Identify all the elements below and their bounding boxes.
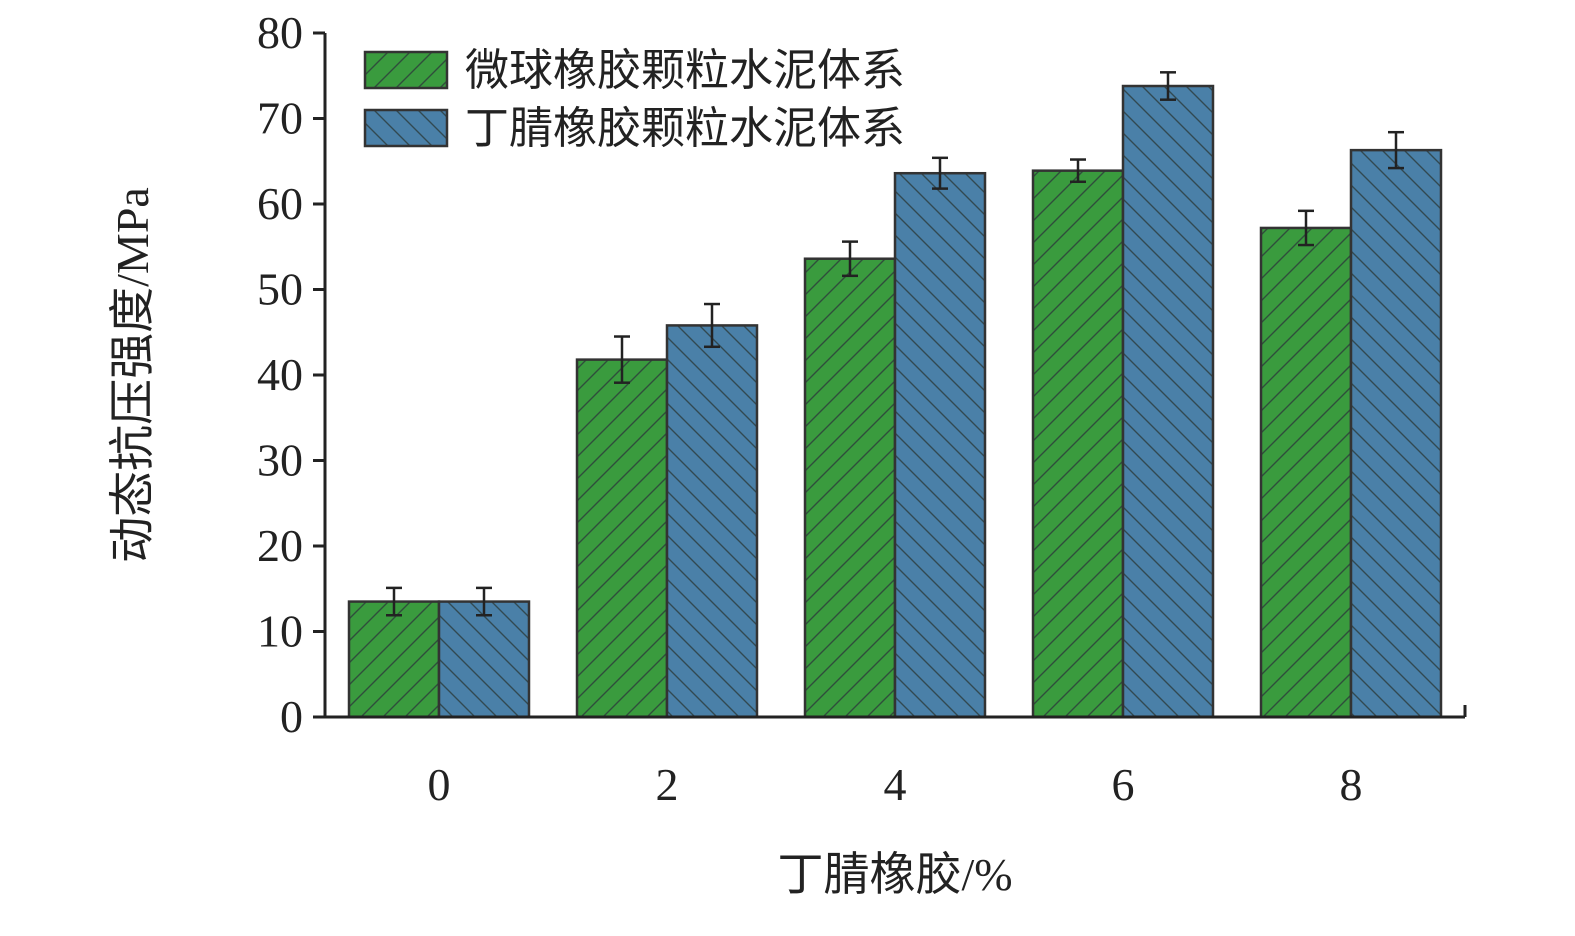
legend-label: 微球橡胶颗粒水泥体系 xyxy=(465,46,905,95)
legend-swatch xyxy=(363,108,449,148)
error-bar xyxy=(704,302,720,349)
error-bar xyxy=(1160,71,1176,101)
x-tick-label: 8 xyxy=(1340,759,1363,810)
y-tick-label: 20 xyxy=(257,520,303,571)
x-axis-title: 丁腈橡胶/% xyxy=(777,849,1012,900)
y-tick-label: 0 xyxy=(280,691,303,742)
error-bar xyxy=(932,156,948,190)
bar xyxy=(1031,169,1125,719)
y-tick-label: 70 xyxy=(257,93,303,144)
bar xyxy=(1259,226,1353,719)
legend-label: 丁腈橡胶颗粒水泥体系 xyxy=(465,104,905,153)
y-tick-label: 80 xyxy=(257,7,303,58)
error-bar xyxy=(1388,130,1404,170)
x-tick-label: 2 xyxy=(656,759,679,810)
error-bar xyxy=(1298,209,1314,247)
bar xyxy=(665,324,759,719)
bar xyxy=(437,600,531,719)
error-bar xyxy=(614,335,630,384)
bar xyxy=(893,171,987,719)
bar xyxy=(1121,84,1215,719)
x-tick-label: 4 xyxy=(884,759,907,810)
error-bar xyxy=(386,586,402,617)
x-tick-label: 6 xyxy=(1112,759,1135,810)
bar xyxy=(1349,148,1443,719)
y-tick-label: 10 xyxy=(257,606,303,657)
x-tick-label: 0 xyxy=(428,759,451,810)
bar xyxy=(347,600,441,719)
y-tick-label: 50 xyxy=(257,264,303,315)
legend-swatch xyxy=(363,50,449,90)
error-bar xyxy=(476,586,492,617)
bar xyxy=(575,358,669,719)
error-bar xyxy=(842,240,858,278)
error-bar xyxy=(1070,158,1086,184)
y-tick-label: 40 xyxy=(257,349,303,400)
y-tick-label: 60 xyxy=(257,178,303,229)
y-axis-title: 动态抗压强度/MPa xyxy=(107,187,158,563)
y-tick-label: 30 xyxy=(257,435,303,486)
bar xyxy=(803,257,897,719)
